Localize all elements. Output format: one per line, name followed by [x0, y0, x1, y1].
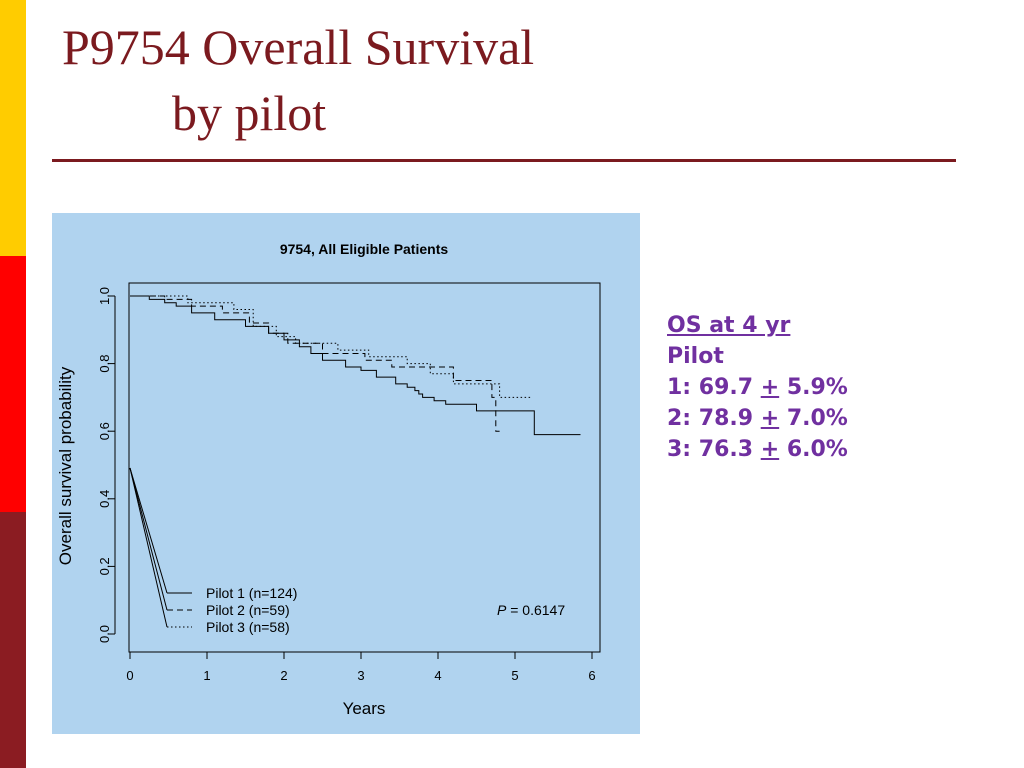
- y-axis: 0.0 0.2 0.4 0.6 0.8 1.0: [97, 287, 116, 643]
- survival-plot-panel: 9754, All Eligible Patients 0.0 0.2 0.4 0.6…: [52, 213, 640, 734]
- x-tick-label: 1: [203, 668, 210, 683]
- x-axis: 0 1 2 3 4 5 6: [126, 651, 596, 683]
- slide-title-line1: P9754 Overall Survival: [62, 19, 535, 75]
- y-tick-label: 1.0: [97, 287, 112, 305]
- side-bar-yellow: [0, 0, 26, 256]
- survival-curve-pilot-1: [130, 295, 581, 436]
- survival-curve-pilot-3: [130, 295, 531, 398]
- os-subheading: Pilot: [667, 344, 724, 369]
- y-tick-label: 0.6: [97, 422, 112, 440]
- legend-label: Pilot 3 (n=58): [206, 619, 290, 635]
- os-row-pilot-1: 1: 69.7 + 5.9%: [667, 372, 848, 403]
- os-heading: OS at 4 yr: [667, 313, 791, 338]
- survival-chart: 9754, All Eligible Patients 0.0 0.2 0.4 0.6…: [56, 241, 601, 718]
- x-tick-label: 4: [434, 668, 441, 683]
- os-row-pilot-3: 3: 76.3 + 6.0%: [667, 434, 848, 465]
- os-row-label: 2: 78.9: [667, 406, 761, 431]
- y-axis-label: Overall survival probability: [56, 366, 75, 565]
- os-row-label: 3: 76.3: [667, 437, 761, 462]
- survival-curves: [130, 295, 581, 436]
- legend-leader-line: [129, 467, 168, 628]
- slide-title-line2: by pilot: [172, 85, 327, 141]
- plus-minus-sign: +: [760, 406, 780, 431]
- chart-legend: Pilot 1 (n=124)Pilot 2 (n=59)Pilot 3 (n=…: [129, 467, 297, 635]
- plus-minus-sign: +: [760, 375, 780, 400]
- x-tick-label: 5: [511, 668, 518, 683]
- y-tick-label: 0.8: [97, 355, 112, 373]
- os-row-label: 1: 69.7: [667, 375, 761, 400]
- legend-label: Pilot 1 (n=124): [206, 585, 297, 601]
- slide-title: P9754 Overall Survival by pilot: [62, 14, 534, 146]
- plot-frame: [128, 282, 601, 653]
- os-row-pilot-2: 2: 78.9 + 7.0%: [667, 403, 848, 434]
- p-value-annotation: P = 0.6147: [497, 602, 565, 618]
- x-tick-label: 2: [280, 668, 287, 683]
- p-value-text: = 0.6147: [506, 602, 565, 618]
- legend-leader-line: [129, 467, 168, 611]
- os-row-value: 6.0%: [779, 437, 848, 462]
- survival-curve-pilot-2: [130, 295, 500, 432]
- os-at-4yr-box: OS at 4 yr Pilot 1: 69.7 + 5.9% 2: 78.9 …: [667, 310, 848, 465]
- os-row-value: 5.9%: [779, 375, 848, 400]
- y-tick-label: 0.4: [97, 490, 112, 508]
- plus-minus-sign: +: [760, 437, 780, 462]
- title-underline-rule: [52, 159, 956, 162]
- os-row-value: 7.0%: [779, 406, 848, 431]
- side-bar-red: [0, 256, 26, 512]
- x-tick-label: 6: [588, 668, 595, 683]
- x-axis-label: Years: [343, 699, 386, 718]
- y-tick-label: 0.2: [97, 557, 112, 575]
- y-tick-label: 0.0: [97, 625, 112, 643]
- x-tick-label: 3: [357, 668, 364, 683]
- chart-title: 9754, All Eligible Patients: [280, 241, 449, 257]
- legend-leader-line: [129, 467, 168, 594]
- p-value-symbol: P: [497, 602, 507, 618]
- x-tick-label: 0: [126, 668, 133, 683]
- side-bar-maroon: [0, 512, 26, 768]
- legend-label: Pilot 2 (n=59): [206, 602, 290, 618]
